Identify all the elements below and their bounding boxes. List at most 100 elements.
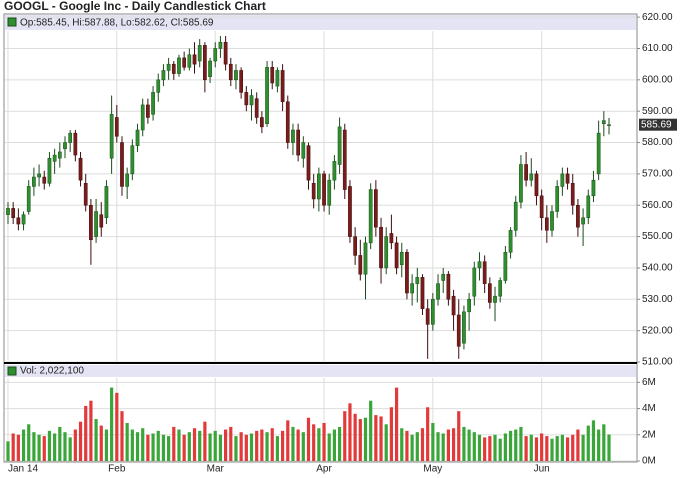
candle-body bbox=[482, 261, 487, 284]
volume-bar bbox=[607, 434, 611, 461]
candle-body bbox=[456, 314, 461, 347]
volume-bar bbox=[198, 430, 202, 461]
candle-body bbox=[317, 173, 321, 200]
candle-body bbox=[130, 145, 135, 175]
volume-bar bbox=[73, 429, 77, 461]
volume-bar bbox=[348, 403, 352, 461]
x-tick-label: Mar bbox=[207, 464, 225, 475]
candle-body bbox=[120, 142, 124, 187]
candle-body bbox=[296, 129, 300, 156]
volume-bar bbox=[560, 434, 564, 461]
volume-bar bbox=[358, 419, 362, 461]
volume-bar bbox=[545, 436, 549, 461]
candle-body bbox=[21, 214, 26, 225]
candle-body bbox=[32, 176, 36, 187]
volume-bar bbox=[508, 430, 513, 461]
volume-bar bbox=[104, 429, 109, 461]
candle-body bbox=[135, 129, 140, 146]
y2-tick-label: 2M bbox=[642, 429, 656, 440]
volume-bar bbox=[498, 438, 502, 461]
volume-bar bbox=[249, 433, 254, 461]
volume-bar bbox=[343, 411, 347, 461]
y-tick-label: 550.00 bbox=[642, 231, 673, 242]
volume-bar bbox=[571, 434, 575, 461]
candle-body bbox=[410, 283, 414, 294]
candle-body bbox=[151, 92, 155, 115]
volume-bar bbox=[374, 415, 378, 461]
volume-bar bbox=[467, 429, 471, 461]
candle-body bbox=[265, 67, 269, 124]
y-tick-label: 520.00 bbox=[642, 325, 673, 336]
volume-bar bbox=[400, 428, 404, 461]
volume-bar bbox=[483, 437, 487, 461]
volume-bar bbox=[591, 420, 596, 461]
volume-bar bbox=[21, 429, 26, 461]
candle-body bbox=[337, 126, 342, 165]
candle-body bbox=[467, 299, 471, 313]
volume-bar bbox=[472, 432, 476, 461]
volume-bar bbox=[260, 429, 264, 461]
volume-bar bbox=[11, 433, 15, 461]
volume-bar bbox=[493, 434, 497, 461]
candle-body bbox=[171, 63, 176, 74]
volume-bar bbox=[42, 436, 46, 461]
candle-body bbox=[420, 277, 425, 309]
last-price-label: 585.69 bbox=[641, 119, 672, 130]
candle-body bbox=[239, 70, 243, 93]
volume-bar bbox=[177, 429, 181, 461]
candle-body bbox=[42, 176, 47, 184]
volume-bar bbox=[208, 433, 212, 461]
candle-body bbox=[534, 173, 539, 197]
volume-bar bbox=[301, 432, 305, 461]
last-price-tag bbox=[639, 118, 677, 131]
volume-bar bbox=[369, 400, 373, 461]
x-tick-label: Jun bbox=[534, 464, 550, 475]
candle-body bbox=[254, 98, 259, 118]
candle-body bbox=[607, 124, 611, 126]
y-tick-label: 540.00 bbox=[642, 263, 673, 274]
volume-bar bbox=[37, 434, 41, 461]
candle-body bbox=[487, 283, 492, 303]
volume-bar bbox=[167, 436, 171, 461]
candle-body bbox=[311, 183, 316, 200]
candle-body bbox=[249, 95, 254, 106]
candle-body bbox=[358, 255, 363, 275]
volume-bar bbox=[6, 441, 10, 461]
candle-body bbox=[270, 67, 275, 84]
candle-body bbox=[291, 129, 295, 143]
candle-body bbox=[415, 277, 420, 284]
volume-bar bbox=[426, 407, 430, 461]
x-tick-label: May bbox=[423, 464, 442, 475]
y-tick-label: 590.00 bbox=[642, 106, 673, 117]
volume-bar bbox=[327, 433, 331, 461]
candle-body bbox=[353, 236, 357, 256]
volume-bar bbox=[130, 429, 134, 461]
candle-body bbox=[68, 132, 73, 143]
volume-bar bbox=[182, 434, 186, 461]
volume-bar bbox=[135, 432, 140, 461]
x-tick-label: Feb bbox=[108, 464, 126, 475]
candle-body bbox=[348, 186, 352, 237]
volume-bar bbox=[384, 424, 388, 461]
candle-body bbox=[498, 280, 503, 297]
candle-body bbox=[529, 173, 534, 181]
volume-header bbox=[5, 365, 636, 377]
volume-bar bbox=[203, 421, 207, 461]
candle-body bbox=[451, 295, 456, 316]
candle-body bbox=[213, 48, 218, 62]
volume-bar bbox=[389, 407, 393, 461]
candle-body bbox=[228, 63, 233, 81]
volume-bar bbox=[477, 434, 482, 461]
candle-body bbox=[322, 173, 326, 206]
volume-bar bbox=[151, 433, 155, 461]
volume-bar bbox=[451, 428, 456, 461]
volume-bar bbox=[229, 426, 233, 461]
volume-bar bbox=[312, 424, 316, 461]
candle-body bbox=[177, 57, 181, 74]
y-tick-label: 610.00 bbox=[642, 43, 673, 54]
plot-frame bbox=[3, 13, 638, 463]
volume-bar bbox=[16, 434, 20, 461]
volume-bar bbox=[32, 432, 36, 461]
candle-body bbox=[301, 142, 306, 159]
candle-body bbox=[591, 179, 596, 197]
